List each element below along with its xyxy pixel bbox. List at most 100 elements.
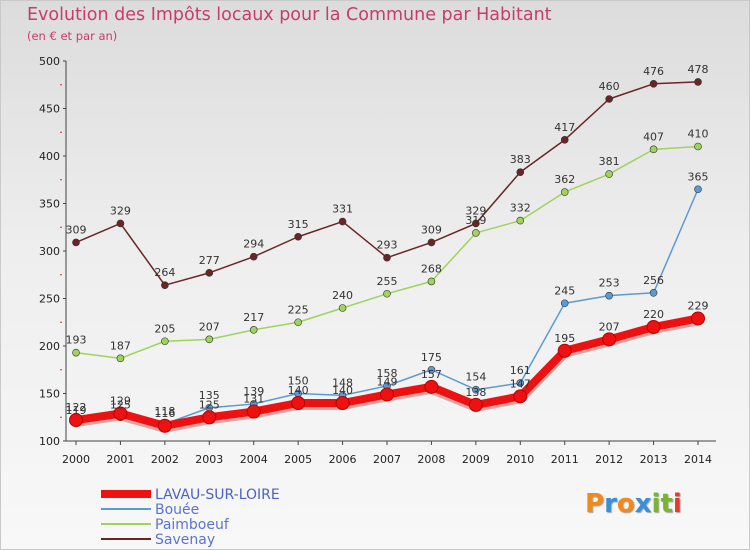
- data-point-paimboeuf: [605, 170, 613, 178]
- data-label-savenay: 293: [377, 239, 398, 252]
- data-label-paimboeuf: 332: [510, 202, 531, 215]
- data-label-bou-e: 158: [377, 367, 398, 380]
- data-point-savenay: [161, 281, 169, 290]
- data-label-bou-e: 175: [421, 351, 442, 364]
- data-point-bou-e: [427, 365, 436, 374]
- data-label-savenay: 417: [554, 121, 575, 134]
- data-label-lavau-sur-loire: 116: [154, 407, 175, 420]
- x-tick-label: 2011: [551, 453, 579, 466]
- data-label-lavau-sur-loire: 220: [643, 308, 664, 321]
- data-point-paimboeuf: [205, 335, 214, 344]
- data-point-paimboeuf: [560, 188, 569, 196]
- data-point-paimboeuf: [249, 326, 258, 334]
- data-point-lavau-sur-loire: [335, 396, 350, 410]
- data-label-lavau-sur-loire: 207: [599, 320, 620, 333]
- data-label-bou-e: 256: [643, 274, 664, 287]
- data-label-savenay: 383: [510, 153, 531, 166]
- proxiti-logo: Proxiti: [585, 489, 682, 519]
- data-point-bou-e: [605, 291, 613, 300]
- data-label-bou-e: 125: [110, 398, 131, 411]
- data-label-bou-e: 135: [199, 389, 220, 402]
- data-point-paimboeuf: [472, 229, 480, 237]
- data-point-lavau-sur-loire: [202, 410, 217, 425]
- logo-letter: i: [672, 489, 682, 519]
- chart-title: Evolution des Impôts locaux pour la Comm…: [27, 5, 552, 25]
- data-point-savenay: [516, 168, 525, 176]
- data-point-savenay: [427, 238, 436, 247]
- data-point-paimboeuf: [161, 337, 169, 346]
- data-label-paimboeuf: 362: [554, 173, 575, 186]
- data-label-savenay: 264: [154, 266, 175, 279]
- legend-label-paimboeuf: Paimboeuf: [155, 517, 230, 533]
- x-tick-label: 2009: [462, 453, 490, 466]
- data-label-paimboeuf: 207: [199, 320, 220, 333]
- data-label-paimboeuf: 381: [599, 155, 620, 168]
- data-label-paimboeuf: 225: [288, 303, 309, 316]
- data-point-lavau-sur-loire: [646, 320, 661, 334]
- data-point-lavau-sur-loire: [602, 332, 617, 347]
- data-label-savenay: 478: [688, 63, 709, 76]
- data-point-bou-e: [472, 385, 480, 394]
- data-label-lavau-sur-loire: 140: [288, 384, 309, 397]
- x-tick-label: 2004: [240, 453, 268, 466]
- data-point-savenay: [116, 219, 125, 228]
- x-tick-label: 2005: [284, 453, 312, 466]
- x-tick-label: 2013: [640, 453, 668, 466]
- data-point-lavau-sur-loire: [557, 343, 572, 358]
- data-point-bou-e: [560, 299, 569, 308]
- data-label-lavau-sur-loire: 195: [554, 332, 575, 345]
- data-point-lavau-sur-loire: [691, 311, 705, 326]
- data-label-lavau-sur-loire: 131: [243, 393, 264, 406]
- data-point-savenay: [383, 253, 391, 262]
- data-point-savenay: [72, 238, 80, 247]
- x-tick-label: 2014: [684, 453, 712, 466]
- data-label-paimboeuf: 193: [66, 334, 87, 347]
- data-point-savenay: [205, 269, 214, 277]
- data-point-lavau-sur-loire: [246, 404, 261, 419]
- data-label-bou-e: 139: [243, 385, 264, 398]
- data-point-bou-e: [516, 379, 525, 387]
- data-label-bou-e: 161: [510, 364, 531, 377]
- data-label-paimboeuf: 410: [688, 128, 709, 141]
- x-tick-label: 2007: [373, 453, 401, 466]
- data-label-bou-e: 119: [66, 404, 87, 417]
- y-tick-label: 150: [39, 388, 60, 401]
- data-point-paimboeuf: [649, 145, 658, 154]
- x-tick-label: 2006: [329, 453, 357, 466]
- data-point-paimboeuf: [694, 142, 702, 151]
- legend-label-savenay: Savenay: [155, 532, 215, 548]
- data-label-savenay: 460: [599, 80, 620, 93]
- y-tick-label: 350: [39, 198, 60, 211]
- data-point-paimboeuf: [383, 289, 391, 298]
- data-label-lavau-sur-loire: 147: [510, 377, 531, 390]
- data-label-paimboeuf: 407: [643, 130, 664, 143]
- data-point-paimboeuf: [427, 277, 436, 286]
- data-label-paimboeuf: 205: [154, 322, 175, 335]
- legend-label-lavau-sur-loire: LAVAU-SUR-LOIRE: [155, 487, 280, 503]
- data-point-savenay: [605, 95, 613, 103]
- data-label-savenay: 315: [288, 218, 309, 231]
- x-tick-label: 2002: [151, 453, 179, 466]
- y-tick-label: 400: [39, 150, 60, 163]
- data-point-savenay: [560, 136, 569, 144]
- data-point-lavau-sur-loire: [380, 387, 394, 402]
- data-label-savenay: 331: [332, 203, 353, 216]
- logo-letter: r: [604, 489, 617, 519]
- data-label-savenay: 309: [421, 223, 442, 236]
- logo-letter: o: [616, 489, 635, 519]
- x-tick-label: 2012: [595, 453, 623, 466]
- x-tick-label: 2010: [506, 453, 534, 466]
- legend-label-bou-e: Bouée: [155, 502, 199, 518]
- data-label-lavau-sur-loire: 125: [199, 398, 220, 411]
- data-point-paimboeuf: [294, 318, 302, 327]
- y-tick-label: 250: [39, 293, 60, 306]
- data-point-lavau-sur-loire: [157, 418, 172, 433]
- data-label-savenay: 476: [643, 65, 664, 78]
- data-label-savenay: 294: [243, 238, 264, 251]
- data-label-bou-e: 365: [688, 170, 709, 183]
- data-point-lavau-sur-loire: [113, 406, 128, 421]
- data-label-savenay: 329: [110, 204, 131, 217]
- x-tick-label: 2003: [195, 453, 223, 466]
